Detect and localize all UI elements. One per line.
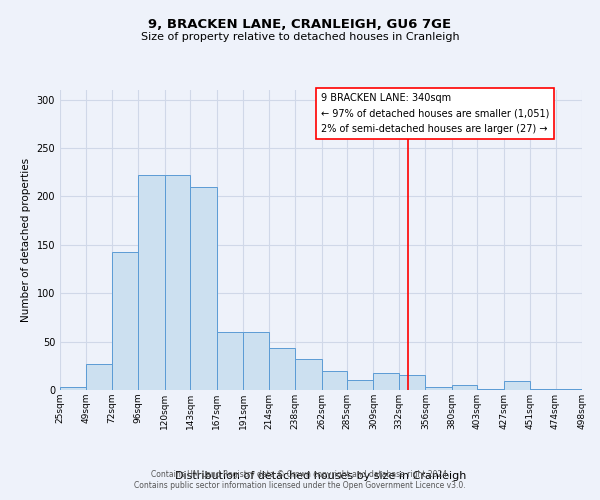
- Bar: [425, 387, 452, 390]
- Y-axis label: Number of detached properties: Number of detached properties: [21, 158, 31, 322]
- Bar: [399, 376, 425, 390]
- Text: 9 BRACKEN LANE: 340sqm
← 97% of detached houses are smaller (1,051)
2% of semi-d: 9 BRACKEN LANE: 340sqm ← 97% of detached…: [321, 93, 550, 134]
- Bar: [60, 387, 86, 390]
- Bar: [295, 359, 322, 390]
- Bar: [243, 332, 269, 390]
- Bar: [373, 372, 399, 390]
- Text: 9, BRACKEN LANE, CRANLEIGH, GU6 7GE: 9, BRACKEN LANE, CRANLEIGH, GU6 7GE: [148, 18, 452, 30]
- Text: Contains public sector information licensed under the Open Government Licence v3: Contains public sector information licen…: [134, 481, 466, 490]
- Bar: [477, 389, 503, 390]
- Bar: [322, 370, 347, 390]
- Bar: [347, 380, 373, 390]
- Bar: [165, 175, 190, 390]
- Bar: [452, 385, 477, 390]
- Bar: [269, 348, 295, 390]
- Bar: [217, 332, 243, 390]
- Bar: [139, 175, 165, 390]
- Bar: [530, 389, 556, 390]
- Text: Size of property relative to detached houses in Cranleigh: Size of property relative to detached ho…: [140, 32, 460, 42]
- Bar: [112, 252, 139, 390]
- Bar: [190, 187, 217, 390]
- Bar: [556, 389, 582, 390]
- Bar: [503, 382, 530, 390]
- X-axis label: Distribution of detached houses by size in Cranleigh: Distribution of detached houses by size …: [175, 471, 467, 481]
- Text: Contains HM Land Registry data © Crown copyright and database right 2024.: Contains HM Land Registry data © Crown c…: [151, 470, 449, 479]
- Bar: [86, 364, 112, 390]
